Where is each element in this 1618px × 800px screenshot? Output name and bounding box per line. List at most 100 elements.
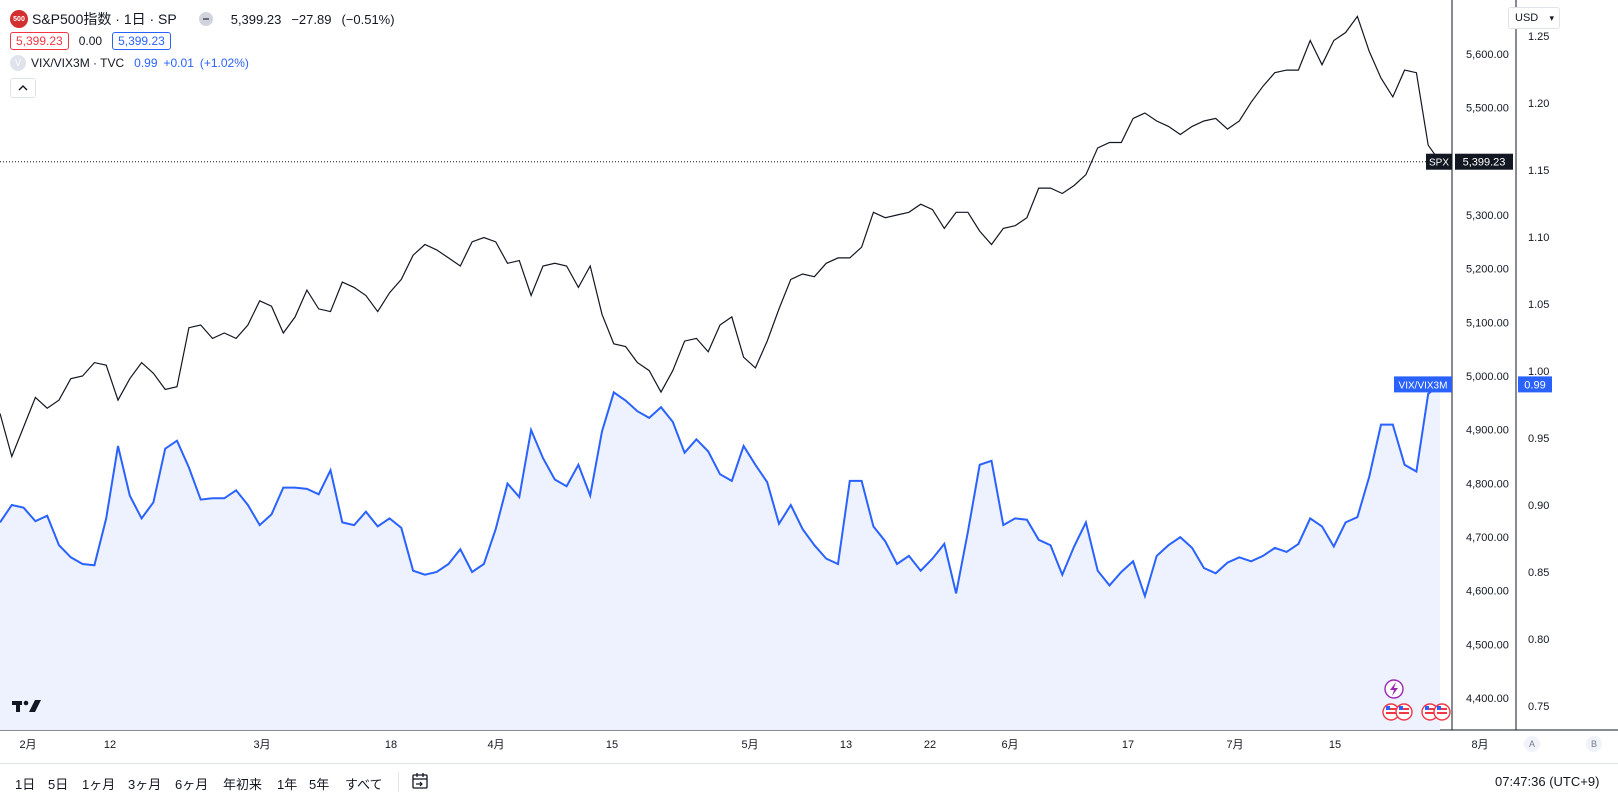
left-axis-tick-label: 5,100.00 bbox=[1466, 317, 1509, 329]
time-axis-tick-label: 15 bbox=[1329, 739, 1341, 751]
time-axis-tick-label: 5月 bbox=[741, 739, 758, 751]
lightning-event-icon[interactable] bbox=[1384, 679, 1404, 699]
currency-label: USD bbox=[1515, 12, 1539, 24]
toolbar-divider bbox=[398, 772, 399, 792]
vix-symbol-icon: V bbox=[10, 55, 26, 71]
chevron-down-icon: ▾ bbox=[1549, 12, 1554, 23]
right-axis-tick-label: 0.80 bbox=[1528, 634, 1549, 646]
sp500-logo-icon: 500 bbox=[10, 10, 28, 28]
flag-stripe bbox=[1425, 712, 1435, 714]
spx-last-price-label: 5,399.23 bbox=[1463, 157, 1506, 169]
left-axis-tick-label: 4,800.00 bbox=[1466, 478, 1509, 490]
right-axis-tick-label: 1.15 bbox=[1528, 165, 1549, 177]
chevron-up-icon bbox=[18, 85, 28, 91]
time-axis-tick-label: 22 bbox=[924, 739, 936, 751]
tradingview-logo-icon[interactable] bbox=[12, 699, 42, 718]
spread-value: 0.00 bbox=[78, 34, 103, 48]
chart-area[interactable]: 5,600.005,500.005,400.005,300.005,200.00… bbox=[0, 0, 1618, 763]
left-axis-tick-label: 4,500.00 bbox=[1466, 639, 1509, 651]
price-change-percent: (−0.51%) bbox=[341, 11, 395, 27]
flag-canton bbox=[1425, 706, 1429, 710]
time-axis-tick-label: 17 bbox=[1122, 739, 1134, 751]
left-axis-tick-label: 5,500.00 bbox=[1466, 103, 1509, 115]
log-scale-button[interactable]: B bbox=[1586, 736, 1602, 752]
spx-last-price-badge bbox=[1455, 153, 1513, 170]
left-axis-tick-label: 4,700.00 bbox=[1466, 532, 1509, 544]
calendar-goto-icon[interactable] bbox=[411, 772, 429, 790]
price-change: −27.89 bbox=[291, 11, 332, 27]
vix-last-value-badge bbox=[1518, 376, 1552, 393]
left-axis-tick-label: 4,600.00 bbox=[1466, 586, 1509, 598]
vix-area-fill bbox=[0, 384, 1440, 730]
vix-change: +0.01 bbox=[163, 56, 194, 70]
vix-series-line bbox=[0, 383, 1441, 600]
flag-canton bbox=[1386, 706, 1390, 710]
left-axis-tick-label: 5,000.00 bbox=[1466, 371, 1509, 383]
right-axis-tick-label: 0.90 bbox=[1528, 500, 1549, 512]
range-1d-button[interactable]: 1日 bbox=[15, 777, 36, 792]
timezone-clock[interactable]: 07:47:36 (UTC+9) bbox=[1495, 774, 1600, 789]
time-axis-tick-label: 3月 bbox=[253, 739, 270, 751]
main-symbol-row[interactable]: 500 S&P500指数 · 1日 · SP 5,399.23 −27.89 (… bbox=[10, 8, 395, 30]
left-axis-tick-label: 4,400.00 bbox=[1466, 693, 1509, 705]
bid-ask-row: 5,399.23 0.00 5,399.23 bbox=[10, 30, 395, 52]
spx-series-line bbox=[0, 15, 1441, 459]
time-axis-tick-label: 4月 bbox=[487, 739, 504, 751]
flag-stripe bbox=[1399, 712, 1409, 714]
time-axis-tick-label: 6月 bbox=[1001, 739, 1018, 751]
legend-collapse-button[interactable] bbox=[10, 78, 36, 98]
tradingview-logo-shape bbox=[12, 700, 41, 712]
vix-change-percent: (+1.02%) bbox=[199, 56, 249, 70]
range-6m-button[interactable]: 6ヶ月 bbox=[175, 777, 209, 792]
right-axis-tick-label: 0.85 bbox=[1528, 567, 1549, 579]
vix-legend-row[interactable]: V VIX/VIX3M · TVC 0.99 +0.01 (+1.02%) bbox=[10, 52, 395, 74]
time-axis-tick-label: 7月 bbox=[1226, 739, 1243, 751]
flag-stripe bbox=[1386, 712, 1396, 714]
vix-symbol-name[interactable]: VIX/VIX3M · TVC bbox=[31, 56, 125, 70]
range-5d-button[interactable]: 5日 bbox=[48, 777, 69, 792]
right-axis-tick-label: 0.75 bbox=[1528, 701, 1549, 713]
flag-canton bbox=[1399, 706, 1403, 710]
time-axis-tick-label: 8月 bbox=[1471, 739, 1488, 751]
spx-series-tag bbox=[1426, 153, 1452, 170]
range-ytd-button[interactable]: 年初来 bbox=[223, 777, 263, 792]
symbol-title[interactable]: S&P500指数 · 1日 · SP bbox=[32, 11, 177, 27]
auto-scale-button[interactable]: A bbox=[1524, 736, 1540, 752]
market-status-icon[interactable] bbox=[198, 12, 213, 26]
right-axis-tick-label: 1.00 bbox=[1528, 366, 1549, 378]
range-1y-button[interactable]: 1年 bbox=[277, 777, 298, 792]
right-axis-tick-label: 1.10 bbox=[1528, 232, 1549, 244]
range-all-button[interactable]: すべて bbox=[345, 777, 383, 792]
us-flag-event-icon[interactable] bbox=[1395, 703, 1413, 721]
flag-stripe bbox=[1437, 712, 1447, 714]
range-5y-button[interactable]: 5年 bbox=[309, 777, 330, 792]
vix-series-tag-label: VIX/VIX3M bbox=[1399, 380, 1448, 391]
range-3m-button[interactable]: 3ヶ月 bbox=[128, 777, 162, 792]
us-flag-event-icon[interactable] bbox=[1433, 703, 1451, 721]
time-axis-tick-label: 15 bbox=[606, 739, 618, 751]
right-axis-tick-label: 1.20 bbox=[1528, 98, 1549, 110]
flag-stripe bbox=[1437, 708, 1447, 710]
left-axis-tick-label: 5,200.00 bbox=[1466, 264, 1509, 276]
bid-price[interactable]: 5,399.23 bbox=[10, 32, 69, 50]
lightning-bolt-shape bbox=[1390, 682, 1398, 696]
ask-price[interactable]: 5,399.23 bbox=[112, 32, 171, 50]
right-axis-tick-label: 0.95 bbox=[1528, 433, 1549, 445]
left-axis-tick-label: 5,600.00 bbox=[1466, 49, 1509, 61]
time-axis-tick-label: 12 bbox=[104, 739, 116, 751]
time-axis-tick-label: 18 bbox=[385, 739, 397, 751]
vix-value: 0.99 bbox=[134, 56, 158, 70]
spx-series-tag-label: SPX bbox=[1429, 158, 1449, 169]
currency-selector[interactable]: USD ▾ bbox=[1508, 7, 1560, 29]
time-axis-tick-label: 13 bbox=[840, 739, 852, 751]
bottom-toolbar: 1日 5日 1ヶ月 3ヶ月 6ヶ月 年初来 1年 5年 すべて 07:47:36… bbox=[0, 763, 1618, 800]
right-axis-tick-label: 1.05 bbox=[1528, 299, 1549, 311]
range-1m-button[interactable]: 1ヶ月 bbox=[82, 777, 116, 792]
left-axis-tick-label: 4,900.00 bbox=[1466, 425, 1509, 437]
flag-canton bbox=[1437, 706, 1441, 710]
last-price: 5,399.23 bbox=[230, 11, 282, 27]
flag-stripe bbox=[1399, 708, 1409, 710]
vix-series-tag bbox=[1394, 376, 1452, 393]
flag-stripe bbox=[1386, 708, 1396, 710]
vix-last-value-label: 0.99 bbox=[1524, 379, 1545, 391]
